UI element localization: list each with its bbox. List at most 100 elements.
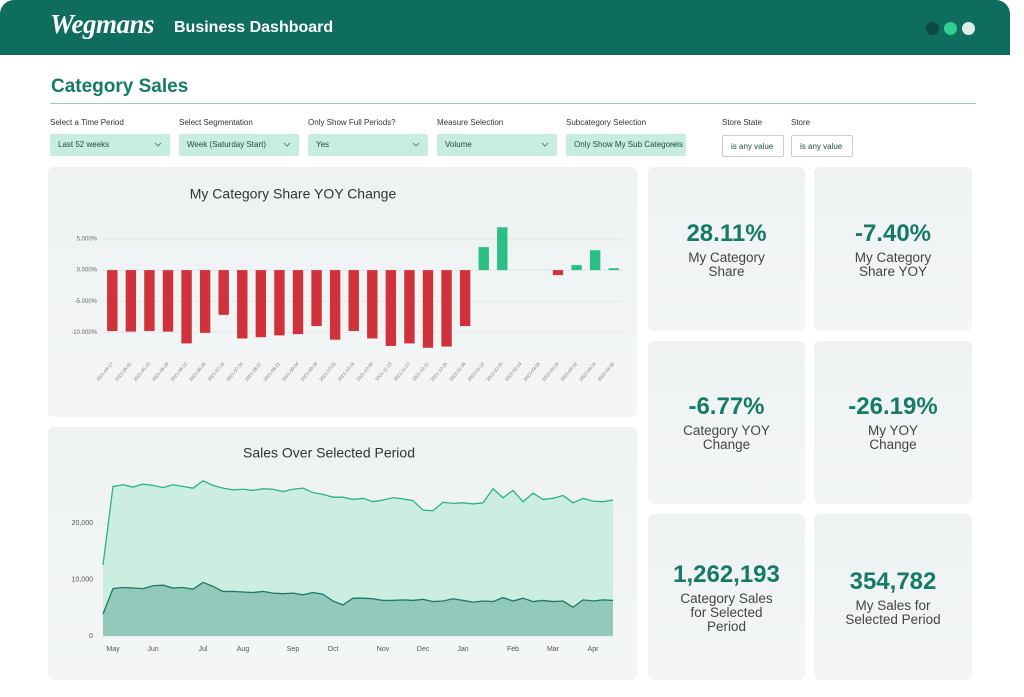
bar xyxy=(329,270,341,340)
bar xyxy=(478,247,489,271)
bar xyxy=(144,270,155,332)
x-tick-label: 2021-05-01 xyxy=(114,361,133,382)
kpi-value: -7.40% xyxy=(854,219,932,247)
x-tick-label: Sep xyxy=(287,646,300,653)
chevron xyxy=(412,142,420,147)
filter-label: Select Segmentation xyxy=(179,118,253,127)
x-tick-label: 2022-04-02 xyxy=(560,361,579,382)
x-tick-label: 2021-04-17 xyxy=(95,361,114,382)
section-title: Category Sales xyxy=(51,76,189,97)
filter-label: Select a Time Period xyxy=(50,118,124,127)
kpi-card: 354,782 My Sales for Selected Period xyxy=(814,514,972,680)
bar xyxy=(441,270,452,347)
kpi-label: My Category Share YOY xyxy=(854,249,932,279)
bar xyxy=(497,227,508,271)
bar xyxy=(255,270,267,338)
x-tick-label: 2021-10-30 xyxy=(355,361,374,382)
chevron-shape xyxy=(541,142,549,147)
bar xyxy=(348,270,359,332)
x-tick-label: Dec xyxy=(417,646,430,653)
bar xyxy=(367,270,378,339)
bar xyxy=(608,268,619,271)
chevron-shape xyxy=(670,142,678,147)
x-tick-label: Nov xyxy=(377,646,390,653)
chart-title: Sales Over Selected Period xyxy=(243,445,415,461)
chevron xyxy=(670,142,678,147)
panel: My Category Share YOY Change 5.000% 0.000… xyxy=(48,167,637,417)
x-tick-label: 2021-12-25 xyxy=(430,361,449,382)
bar xyxy=(422,270,434,348)
x-tick-label: Jun xyxy=(147,646,158,653)
bar xyxy=(237,270,248,339)
x-tick-label: 2021-07-10 xyxy=(207,361,226,382)
area-chart: Sales Over Selected Period 0 10,000 20,000… xyxy=(72,445,614,653)
kpi-card: 1,262,193 Category Sales for Selected Per… xyxy=(648,514,805,680)
header xyxy=(0,0,1010,55)
chart-title: My Category Share YOY Change xyxy=(190,186,397,202)
x-tick-label: 2021-09-04 xyxy=(281,361,300,382)
x-tick-label: 2021-11-27 xyxy=(393,361,412,382)
filter-label: Subcategory Selection xyxy=(566,118,647,127)
x-tick-label: 2022-03-05 xyxy=(522,361,541,382)
x-tick-label: Aug xyxy=(237,646,250,653)
x-tick-label: Jul xyxy=(199,646,208,653)
dropdown[interactable]: is any value xyxy=(791,135,853,157)
x-tick-label: 2022-03-19 xyxy=(541,361,560,382)
dropdown[interactable]: Only Show My Sub Categoreis xyxy=(566,134,686,156)
bar xyxy=(311,270,322,327)
x-tick-label: 2022-01-22 xyxy=(467,361,486,382)
x-tick-label: 2022-01-08 xyxy=(448,361,467,382)
dropdown[interactable]: Last 52 weeks xyxy=(50,134,170,156)
x-tick-label: 2022-04-16 xyxy=(578,361,597,382)
window-dot xyxy=(926,22,939,35)
x-tick-label: 2021-10-02 xyxy=(318,361,337,382)
y-tick-label: -5.000% xyxy=(75,299,98,305)
line xyxy=(102,581,614,615)
filter-label: Measure Selection xyxy=(437,118,504,127)
bar xyxy=(162,270,174,332)
filter-label: Store xyxy=(791,118,811,127)
chevron xyxy=(154,142,162,147)
dropdown[interactable]: Week (Saturday Start) xyxy=(179,134,299,156)
chevron xyxy=(283,142,291,147)
bar xyxy=(274,270,285,336)
bar xyxy=(125,270,137,332)
x-tick-label: Feb xyxy=(507,646,519,653)
kpi-value: 1,262,193 xyxy=(673,560,780,588)
x-tick-label: 2022-02-19 xyxy=(504,361,523,382)
x-tick-label: 2021-10-16 xyxy=(337,361,356,382)
kpi-card: -26.19% My YOY Change xyxy=(814,341,972,504)
area xyxy=(103,582,613,636)
kpi-label: My Category Share xyxy=(688,249,765,279)
bar xyxy=(199,270,211,333)
filter-label: Store State xyxy=(722,118,763,127)
x-tick-label: 2022-04-30 xyxy=(597,361,616,382)
x-tick-label: 2021-05-15 xyxy=(132,361,151,382)
dropdown[interactable]: Volume xyxy=(437,134,557,156)
bar xyxy=(181,270,192,344)
bar xyxy=(571,265,582,271)
y-tick-label: 0.000% xyxy=(77,268,98,274)
kpi-label: My YOY Change xyxy=(867,423,918,452)
x-tick-label: 2021-07-24 xyxy=(225,361,244,382)
window-dot xyxy=(944,22,957,35)
dropdown[interactable]: Yes xyxy=(308,134,428,156)
x-tick-label: 2021-08-07 xyxy=(244,361,263,382)
x-tick-label: 2021-09-18 xyxy=(300,361,319,382)
bar xyxy=(218,270,229,315)
bar-chart: My Category Share YOY Change 5.000% 0.000… xyxy=(71,186,623,382)
kpi-card: 28.11% My Category Share xyxy=(648,167,805,331)
x-tick-label: 2022-02-05 xyxy=(485,361,504,382)
logo: Wegmans xyxy=(50,9,155,39)
dropdown[interactable]: is any value xyxy=(722,135,784,157)
line xyxy=(102,480,614,565)
x-tick-label: 2021-11-13 xyxy=(374,361,393,382)
x-tick-label: Mar xyxy=(547,646,560,653)
chevron-shape xyxy=(154,142,162,147)
x-tick-label: Oct xyxy=(328,646,339,653)
kpi-label: Category Sales for Selected Period xyxy=(680,590,773,634)
y-tick-label: -10.000% xyxy=(71,330,97,336)
x-tick-label: Jan xyxy=(457,646,468,653)
panel: Sales Over Selected Period 0 10,000 20,000… xyxy=(48,427,637,680)
